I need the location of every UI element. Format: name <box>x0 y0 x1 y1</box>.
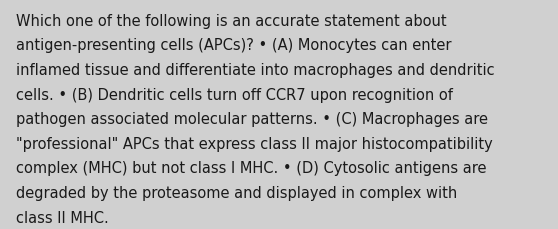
Text: pathogen associated molecular patterns. • (C) Macrophages are: pathogen associated molecular patterns. … <box>16 112 488 127</box>
Text: class II MHC.: class II MHC. <box>16 210 108 225</box>
Text: cells. • (B) Dendritic cells turn off CCR7 upon recognition of: cells. • (B) Dendritic cells turn off CC… <box>16 87 453 102</box>
Text: complex (MHC) but not class I MHC. • (D) Cytosolic antigens are: complex (MHC) but not class I MHC. • (D)… <box>16 161 486 176</box>
Text: Which one of the following is an accurate statement about: Which one of the following is an accurat… <box>16 14 446 29</box>
Text: antigen-presenting cells (APCs)? • (A) Monocytes can enter: antigen-presenting cells (APCs)? • (A) M… <box>16 38 451 53</box>
Text: degraded by the proteasome and displayed in complex with: degraded by the proteasome and displayed… <box>16 185 457 200</box>
Text: inflamed tissue and differentiate into macrophages and dendritic: inflamed tissue and differentiate into m… <box>16 63 494 78</box>
Text: "professional" APCs that express class II major histocompatibility: "professional" APCs that express class I… <box>16 136 492 151</box>
